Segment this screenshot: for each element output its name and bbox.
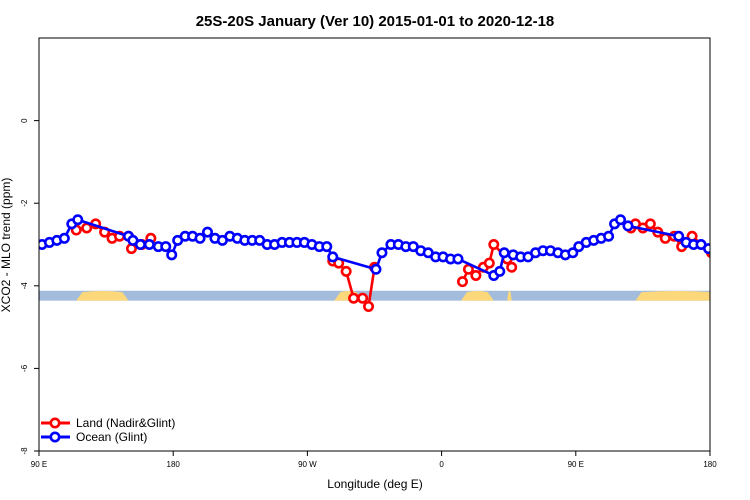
y-axis-label: XCO2 - MLO trend (ppm) [0,178,13,313]
ocean-point [673,230,685,242]
ocean-point [370,263,382,275]
ocean-point [72,214,84,226]
ocean-point [134,239,146,251]
ocean-point [321,241,333,253]
x-tick-label: 180 [167,460,181,469]
land-point [340,265,352,277]
legend-land-label: Land (Nadir&Glint) [76,416,175,430]
ocean-point [327,251,339,263]
land-point [363,300,375,312]
ocean-point [622,220,634,232]
land-point [644,218,656,230]
series-line-segment [77,218,129,238]
y-tick-label: -6 [20,364,29,372]
ocean-point [160,241,172,253]
x-axis-label: Longitude (deg E) [327,477,422,491]
ocean-point [494,265,506,277]
land-point [488,239,500,251]
plot-frame [38,37,711,452]
legend-ocean-marker [49,431,61,443]
ocean-point [615,214,627,226]
series-line-segment [627,224,679,238]
land-segment [635,291,710,301]
land-point [81,222,93,234]
ocean-series [39,214,710,281]
land-point [483,257,495,269]
y-tick-label: -4 [20,282,29,290]
ocean-point [143,239,155,251]
ocean-point [567,247,579,259]
chart-title: 25S-20S January (Ver 10) 2015-01-01 to 2… [196,13,555,30]
land-point [125,243,137,255]
y-tick-label: -2 [20,199,29,207]
axes: 90 E 180 90 W 0 90 E 180 0 -2 -4 -6 -8 [20,118,717,469]
ocean-point [452,253,464,265]
ocean-point [498,247,510,259]
land-segment [507,290,512,301]
data-series [39,214,710,312]
land-point [456,276,468,288]
ocean-point [58,232,70,244]
y-tick-label: -8 [20,447,29,455]
x-tick-label: 180 [703,460,717,469]
legend-ocean-label: Ocean (Glint) [76,430,147,444]
legend: Land (Nadir&Glint) Ocean (Glint) [41,416,175,444]
land-segment [460,290,494,301]
ocean-point [194,232,206,244]
series-line-segment [457,257,495,277]
land-segment [76,290,129,301]
legend-land-marker [49,417,61,429]
x-tick-label: 90 E [568,460,584,469]
ocean-point [603,230,615,242]
land-point [357,292,369,304]
land-point [470,269,482,281]
land-ocean-strip [39,290,710,301]
series-line-segment [332,255,377,271]
ocean-point [201,226,213,238]
ocean-point [376,247,388,259]
ocean-strip [39,290,710,301]
ocean-point [703,243,710,255]
ocean-point [166,249,178,261]
x-tick-label: 0 [439,460,444,469]
x-tick-label: 90 W [298,460,317,469]
y-tick-label: 0 [20,118,29,123]
land-point [348,292,360,304]
x-tick-label: 90 E [31,460,47,469]
land-point [506,261,518,273]
